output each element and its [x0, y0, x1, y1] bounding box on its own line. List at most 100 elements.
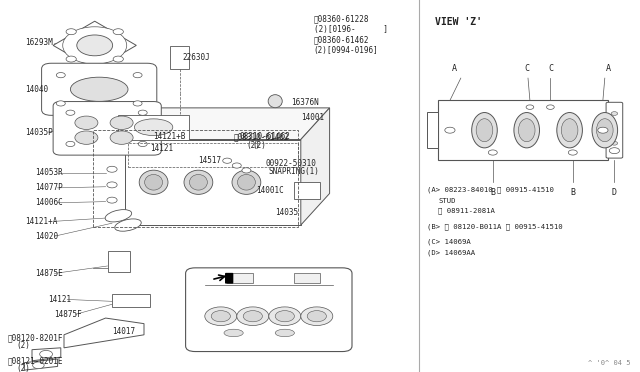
Circle shape — [75, 116, 98, 129]
Text: C: C — [548, 64, 553, 73]
Text: (2)[0196-      ]: (2)[0196- ] — [314, 25, 388, 34]
Text: 14035: 14035 — [275, 208, 298, 217]
Text: 14077P: 14077P — [35, 183, 63, 192]
Circle shape — [205, 307, 237, 326]
Bar — [438, 100, 608, 160]
Text: 08310-61462: 08310-61462 — [240, 132, 291, 141]
Text: 16376N: 16376N — [291, 98, 319, 107]
Text: Ⓝ 08911-2081A: Ⓝ 08911-2081A — [438, 208, 495, 214]
Circle shape — [66, 56, 76, 62]
Circle shape — [113, 56, 124, 62]
Circle shape — [611, 141, 618, 145]
FancyBboxPatch shape — [427, 112, 438, 148]
Text: VIEW 'Z': VIEW 'Z' — [435, 17, 482, 27]
FancyBboxPatch shape — [42, 63, 157, 115]
Text: (2): (2) — [253, 141, 267, 150]
Ellipse shape — [557, 112, 582, 148]
Ellipse shape — [70, 77, 128, 101]
Ellipse shape — [184, 170, 212, 194]
Bar — [108, 251, 130, 272]
Bar — [227, 273, 253, 283]
Circle shape — [301, 307, 333, 326]
Text: Z: Z — [226, 274, 232, 283]
Circle shape — [243, 311, 262, 322]
Ellipse shape — [63, 27, 127, 64]
Circle shape — [611, 112, 618, 115]
Ellipse shape — [237, 174, 255, 190]
Polygon shape — [125, 108, 330, 140]
Circle shape — [133, 101, 142, 106]
Text: 14006C: 14006C — [35, 198, 63, 207]
Bar — [294, 182, 320, 199]
FancyBboxPatch shape — [53, 102, 161, 155]
Text: (B> Ⓑ 08120-B011A Ⓦ 00915-41510: (B> Ⓑ 08120-B011A Ⓦ 00915-41510 — [427, 223, 563, 230]
Text: 14017: 14017 — [112, 327, 135, 336]
Text: 00922-50310: 00922-50310 — [266, 159, 316, 168]
Text: (A> 08223-84010 Ⓦ 00915-41510: (A> 08223-84010 Ⓦ 00915-41510 — [427, 186, 554, 193]
Text: A: A — [605, 64, 611, 73]
Circle shape — [598, 127, 608, 133]
Circle shape — [107, 197, 117, 203]
Circle shape — [275, 311, 294, 322]
Text: Ⓑ08121-0201E: Ⓑ08121-0201E — [8, 356, 63, 365]
Text: (2)[0994-0196]: (2)[0994-0196] — [314, 46, 378, 55]
Polygon shape — [32, 348, 61, 361]
Circle shape — [568, 150, 577, 155]
Text: Ⓢ08310-61462: Ⓢ08310-61462 — [234, 132, 289, 141]
Text: 14053R: 14053R — [35, 169, 63, 177]
Ellipse shape — [561, 119, 578, 142]
Ellipse shape — [268, 94, 282, 108]
Polygon shape — [301, 108, 330, 225]
Circle shape — [138, 141, 147, 147]
Ellipse shape — [134, 119, 173, 136]
Text: B: B — [490, 188, 495, 197]
Text: ^ '0^ 04 5: ^ '0^ 04 5 — [588, 360, 630, 366]
Bar — [170, 46, 189, 69]
Ellipse shape — [472, 112, 497, 148]
Text: 14517: 14517 — [198, 156, 221, 165]
Circle shape — [40, 350, 52, 358]
Circle shape — [56, 73, 65, 78]
Ellipse shape — [115, 219, 141, 231]
FancyBboxPatch shape — [186, 268, 352, 352]
Text: 14040: 14040 — [26, 85, 49, 94]
Text: D: D — [612, 188, 617, 197]
Circle shape — [66, 29, 76, 35]
Ellipse shape — [596, 119, 613, 142]
Circle shape — [133, 73, 142, 78]
Circle shape — [113, 29, 124, 35]
Text: 14121: 14121 — [48, 295, 71, 304]
Circle shape — [223, 158, 232, 163]
Circle shape — [66, 141, 75, 147]
Ellipse shape — [592, 112, 618, 148]
Text: 14035P: 14035P — [26, 128, 53, 137]
FancyBboxPatch shape — [606, 102, 623, 158]
Ellipse shape — [145, 174, 163, 190]
Polygon shape — [24, 359, 58, 370]
Ellipse shape — [476, 119, 493, 142]
Ellipse shape — [514, 112, 540, 148]
Circle shape — [488, 150, 497, 155]
Circle shape — [445, 127, 455, 133]
Circle shape — [33, 362, 44, 369]
Polygon shape — [64, 318, 144, 348]
Ellipse shape — [275, 329, 294, 337]
Text: 14875E: 14875E — [35, 269, 63, 278]
Polygon shape — [53, 21, 136, 70]
Text: Ⓢ08360-61228: Ⓢ08360-61228 — [314, 15, 369, 24]
Circle shape — [232, 163, 241, 168]
Text: A: A — [452, 64, 457, 73]
Text: 22630J: 22630J — [182, 53, 210, 62]
Text: (2): (2) — [16, 364, 30, 372]
Text: SNAPRING(1): SNAPRING(1) — [269, 167, 319, 176]
Circle shape — [307, 311, 326, 322]
Text: B: B — [570, 188, 575, 197]
Text: 14121+B: 14121+B — [154, 132, 186, 141]
Ellipse shape — [518, 119, 535, 142]
Text: (2): (2) — [246, 141, 260, 150]
Ellipse shape — [105, 209, 132, 222]
Text: Ⓢ08360-61462: Ⓢ08360-61462 — [314, 36, 369, 45]
Circle shape — [547, 105, 554, 109]
Circle shape — [107, 166, 117, 172]
Circle shape — [107, 182, 117, 188]
